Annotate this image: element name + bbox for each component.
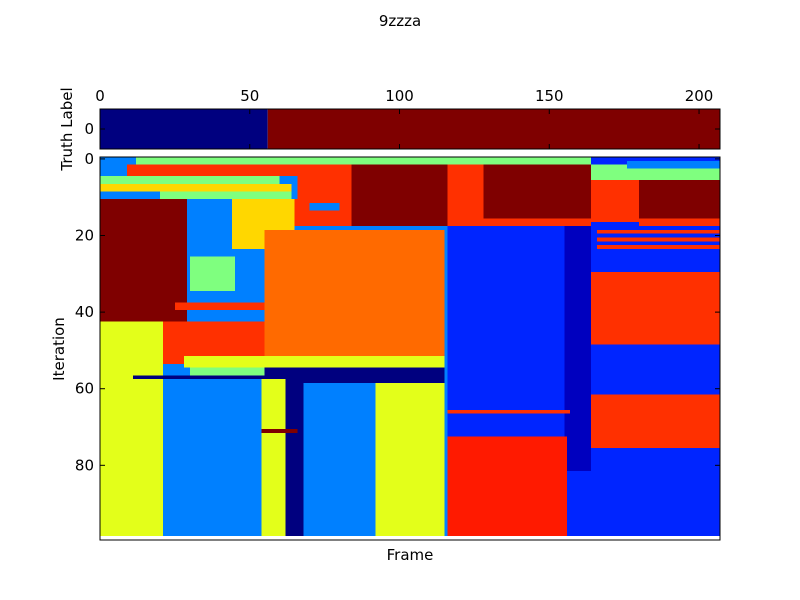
y-tick-label: 40 — [75, 303, 94, 321]
heatmap-block — [483, 164, 592, 219]
y-tick-label: 0 — [84, 150, 94, 168]
truth-heatmap — [100, 109, 720, 149]
chart-title: 9zzza — [379, 12, 421, 30]
heatmap-block — [597, 245, 720, 249]
truth-ticks: 0 50 100 150 200 0 — [84, 87, 720, 149]
heatmap-block — [375, 382, 445, 537]
heatmap-block — [183, 356, 445, 368]
truth-panel: 0 50 100 150 200 0 Truth Label — [58, 87, 721, 172]
heatmap-block — [100, 199, 187, 322]
heatmap-block — [447, 436, 568, 537]
heatmap-block — [447, 409, 571, 414]
y-tick-label: 0 — [84, 120, 94, 138]
heatmap-block — [189, 291, 265, 303]
iteration-ylabel: Iteration — [50, 317, 68, 381]
heatmap-block — [132, 375, 280, 380]
y-tick-label: 80 — [75, 456, 94, 474]
iteration-frame — [99, 156, 721, 541]
x-tick-label: 50 — [240, 87, 259, 105]
heatmap-block — [564, 225, 592, 472]
heatmap-block — [591, 394, 720, 449]
heatmap-block — [483, 218, 592, 226]
heatmap-block — [591, 179, 640, 223]
heatmap-block — [174, 302, 265, 311]
heatmap-block — [264, 229, 445, 357]
heatmap-block — [100, 157, 720, 165]
heatmap-block — [261, 379, 286, 537]
heatmap-block — [639, 179, 720, 219]
heatmap-block — [591, 271, 720, 345]
heatmap-block — [309, 202, 340, 211]
heatmap-block — [126, 164, 298, 177]
iteration-ticks: 0 20 40 60 80 — [75, 150, 720, 474]
x-tick-label: 0 — [95, 87, 105, 105]
heatmap-block — [447, 164, 484, 226]
heatmap-block — [261, 428, 298, 433]
heatmap-block — [186, 202, 232, 257]
heatmap-block — [186, 310, 265, 322]
x-tick-label: 100 — [385, 87, 414, 105]
x-tick-label: 200 — [685, 87, 714, 105]
heatmap-block — [597, 229, 720, 234]
heatmap-block — [264, 367, 445, 376]
y-tick-label: 20 — [75, 227, 94, 245]
iteration-xlabel: Frame — [387, 546, 434, 564]
heatmap-block — [627, 160, 720, 169]
heatmap-block — [100, 183, 292, 192]
heatmap-block — [159, 191, 292, 200]
heatmap-block — [591, 344, 720, 395]
iteration-heatmap — [100, 157, 720, 537]
heatmap-block — [279, 375, 445, 383]
heatmap-block — [189, 367, 265, 376]
heatmap-block — [303, 382, 376, 537]
heatmap-block — [639, 218, 720, 226]
y-tick-label: 60 — [75, 380, 94, 398]
heatmap-block — [297, 164, 352, 200]
iteration-panel: 0 20 40 60 80 Iteration Frame — [50, 150, 721, 564]
heatmap-block — [183, 379, 262, 537]
heatmap-block — [597, 237, 720, 242]
truth-cell — [100, 109, 268, 149]
truth-cell — [267, 109, 720, 149]
heatmap-block — [591, 448, 720, 537]
heatmap-block — [100, 321, 163, 537]
x-tick-label: 150 — [535, 87, 564, 105]
heatmap-block — [189, 256, 235, 292]
truth-frame — [99, 108, 721, 150]
heatmap-block — [100, 176, 280, 184]
heatmap-block — [285, 379, 304, 537]
truth-ylabel: Truth Label — [58, 87, 76, 171]
heatmap-block — [351, 164, 448, 226]
